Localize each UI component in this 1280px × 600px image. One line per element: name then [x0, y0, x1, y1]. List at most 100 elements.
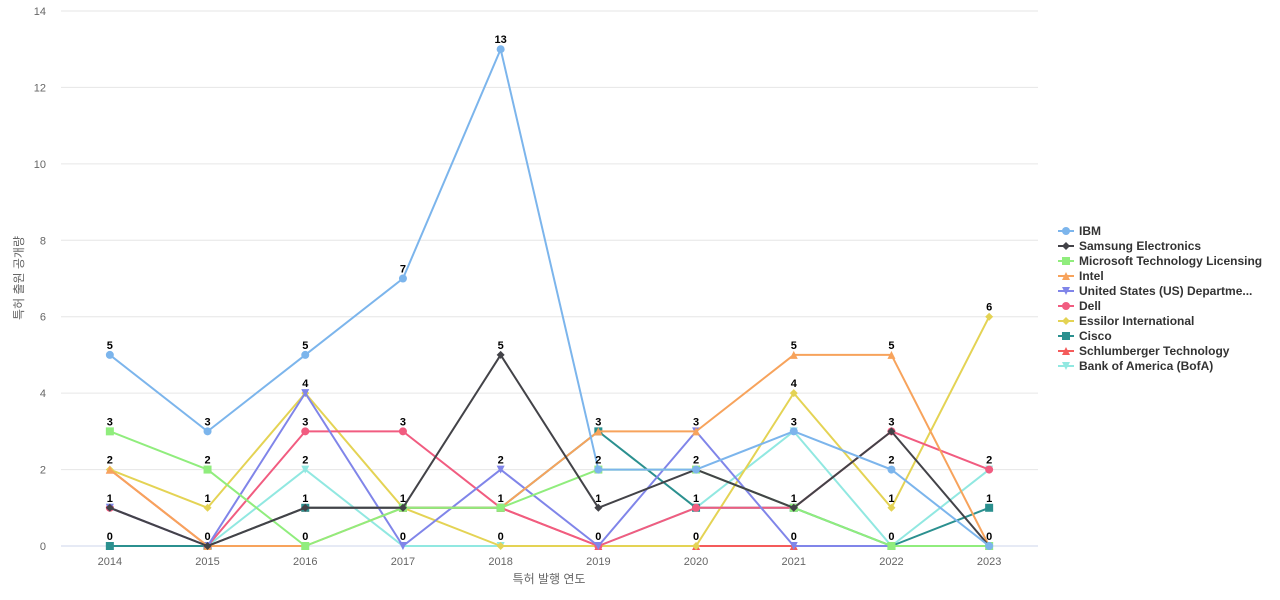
- data-point[interactable]: [692, 503, 701, 512]
- data-label: 5: [107, 340, 113, 352]
- legend-marker: [1062, 242, 1070, 250]
- data-point[interactable]: [985, 312, 994, 321]
- legend-item[interactable]: Microsoft Technology Licensing: [1058, 254, 1262, 268]
- legend-item[interactable]: Cisco: [1058, 329, 1112, 343]
- data-point[interactable]: [105, 503, 114, 512]
- data-label: 0: [791, 531, 797, 543]
- data-point[interactable]: [789, 503, 798, 512]
- data-point[interactable]: [692, 542, 701, 550]
- y-tick-label: 14: [34, 6, 46, 18]
- data-label: 6: [986, 302, 992, 314]
- data-label: 0: [498, 531, 504, 543]
- legend-item[interactable]: Intel: [1058, 269, 1104, 283]
- data-point[interactable]: [301, 427, 310, 436]
- data-point[interactable]: [985, 542, 994, 550]
- data-label: 0: [595, 531, 601, 543]
- legend-label: Samsung Electronics: [1079, 239, 1201, 253]
- data-point[interactable]: [398, 503, 407, 512]
- data-point[interactable]: [692, 465, 701, 474]
- y-tick-label: 6: [40, 312, 46, 324]
- data-labels: 5 3 2 1 0 3 2 1 0 5 4 3 2 1 0 7 3 1 0 13 5 2 1 0 3 2 1 0 3 2 1 0 5 4 3 1 0 5 3…: [107, 34, 992, 543]
- legend-marker: [1062, 227, 1070, 235]
- data-point[interactable]: [985, 503, 994, 512]
- data-point[interactable]: [496, 465, 505, 474]
- series-line[interactable]: [109, 392, 990, 547]
- data-point[interactable]: [496, 45, 505, 54]
- legend-item[interactable]: IBM: [1058, 224, 1101, 238]
- series-line[interactable]: [109, 430, 990, 547]
- data-point[interactable]: [398, 542, 407, 550]
- data-point[interactable]: [789, 427, 798, 436]
- data-label: 2: [204, 455, 210, 467]
- data-point[interactable]: [301, 503, 310, 512]
- legend-item[interactable]: Bank of America (BofA): [1058, 359, 1213, 373]
- data-label: 1: [302, 493, 308, 505]
- data-point[interactable]: [105, 427, 114, 436]
- data-point[interactable]: [496, 350, 505, 359]
- data-point[interactable]: [203, 427, 212, 436]
- data-point[interactable]: [301, 465, 310, 474]
- legend-label: IBM: [1079, 224, 1101, 238]
- data-label: 7: [400, 264, 406, 276]
- data-point[interactable]: [398, 274, 407, 283]
- series-line[interactable]: [109, 48, 990, 547]
- legend-marker: [1062, 362, 1070, 370]
- data-point[interactable]: [398, 427, 407, 436]
- data-label: 13: [495, 34, 507, 46]
- data-point[interactable]: [301, 542, 310, 550]
- data-point[interactable]: [496, 542, 505, 550]
- data-label: 1: [888, 493, 894, 505]
- data-label: 4: [791, 378, 798, 390]
- series-lines: [105, 45, 994, 550]
- legend-label: Microsoft Technology Licensing: [1079, 254, 1262, 268]
- data-point[interactable]: [887, 427, 896, 436]
- data-label: 5: [791, 340, 797, 352]
- legend-label: Intel: [1079, 269, 1104, 283]
- legend-item[interactable]: United States (US) Departme...: [1058, 284, 1252, 298]
- data-point[interactable]: [789, 542, 798, 550]
- legend-item[interactable]: Schlumberger Technology: [1058, 344, 1230, 358]
- data-label: 5: [302, 340, 308, 352]
- x-tick-label: 2017: [391, 556, 415, 568]
- series-line[interactable]: [109, 353, 990, 547]
- data-point[interactable]: [594, 465, 603, 474]
- y-tick-label: 4: [40, 388, 46, 400]
- data-label: 2: [693, 455, 699, 467]
- series-group: [105, 45, 994, 550]
- series-group: [105, 350, 994, 550]
- data-point[interactable]: [692, 427, 701, 436]
- data-point[interactable]: [203, 465, 212, 474]
- legend-item[interactable]: Dell: [1058, 299, 1101, 313]
- data-label: 2: [986, 455, 992, 467]
- data-point[interactable]: [594, 503, 603, 512]
- data-point[interactable]: [985, 465, 994, 474]
- legend-item[interactable]: Samsung Electronics: [1058, 239, 1201, 253]
- data-point[interactable]: [301, 350, 310, 359]
- legend-marker: [1062, 257, 1070, 265]
- data-label: 0: [888, 531, 894, 543]
- data-label: 1: [595, 493, 601, 505]
- data-point[interactable]: [887, 542, 896, 550]
- data-point[interactable]: [594, 542, 603, 550]
- legend-item[interactable]: Essilor International: [1058, 314, 1194, 328]
- x-tick-label: 2019: [586, 556, 610, 568]
- data-point[interactable]: [887, 350, 896, 359]
- data-point[interactable]: [887, 465, 896, 474]
- data-point[interactable]: [496, 503, 505, 512]
- data-point[interactable]: [203, 542, 212, 550]
- series-line[interactable]: [109, 353, 991, 547]
- data-point[interactable]: [789, 389, 798, 398]
- legend-label: Bank of America (BofA): [1079, 359, 1213, 373]
- data-point[interactable]: [887, 503, 896, 512]
- data-point[interactable]: [301, 389, 310, 398]
- data-point[interactable]: [594, 427, 603, 436]
- data-point[interactable]: [789, 350, 798, 359]
- data-point[interactable]: [105, 350, 114, 359]
- data-point[interactable]: [203, 503, 212, 512]
- data-point[interactable]: [105, 465, 114, 474]
- data-label: 3: [400, 416, 406, 428]
- data-point[interactable]: [105, 542, 114, 550]
